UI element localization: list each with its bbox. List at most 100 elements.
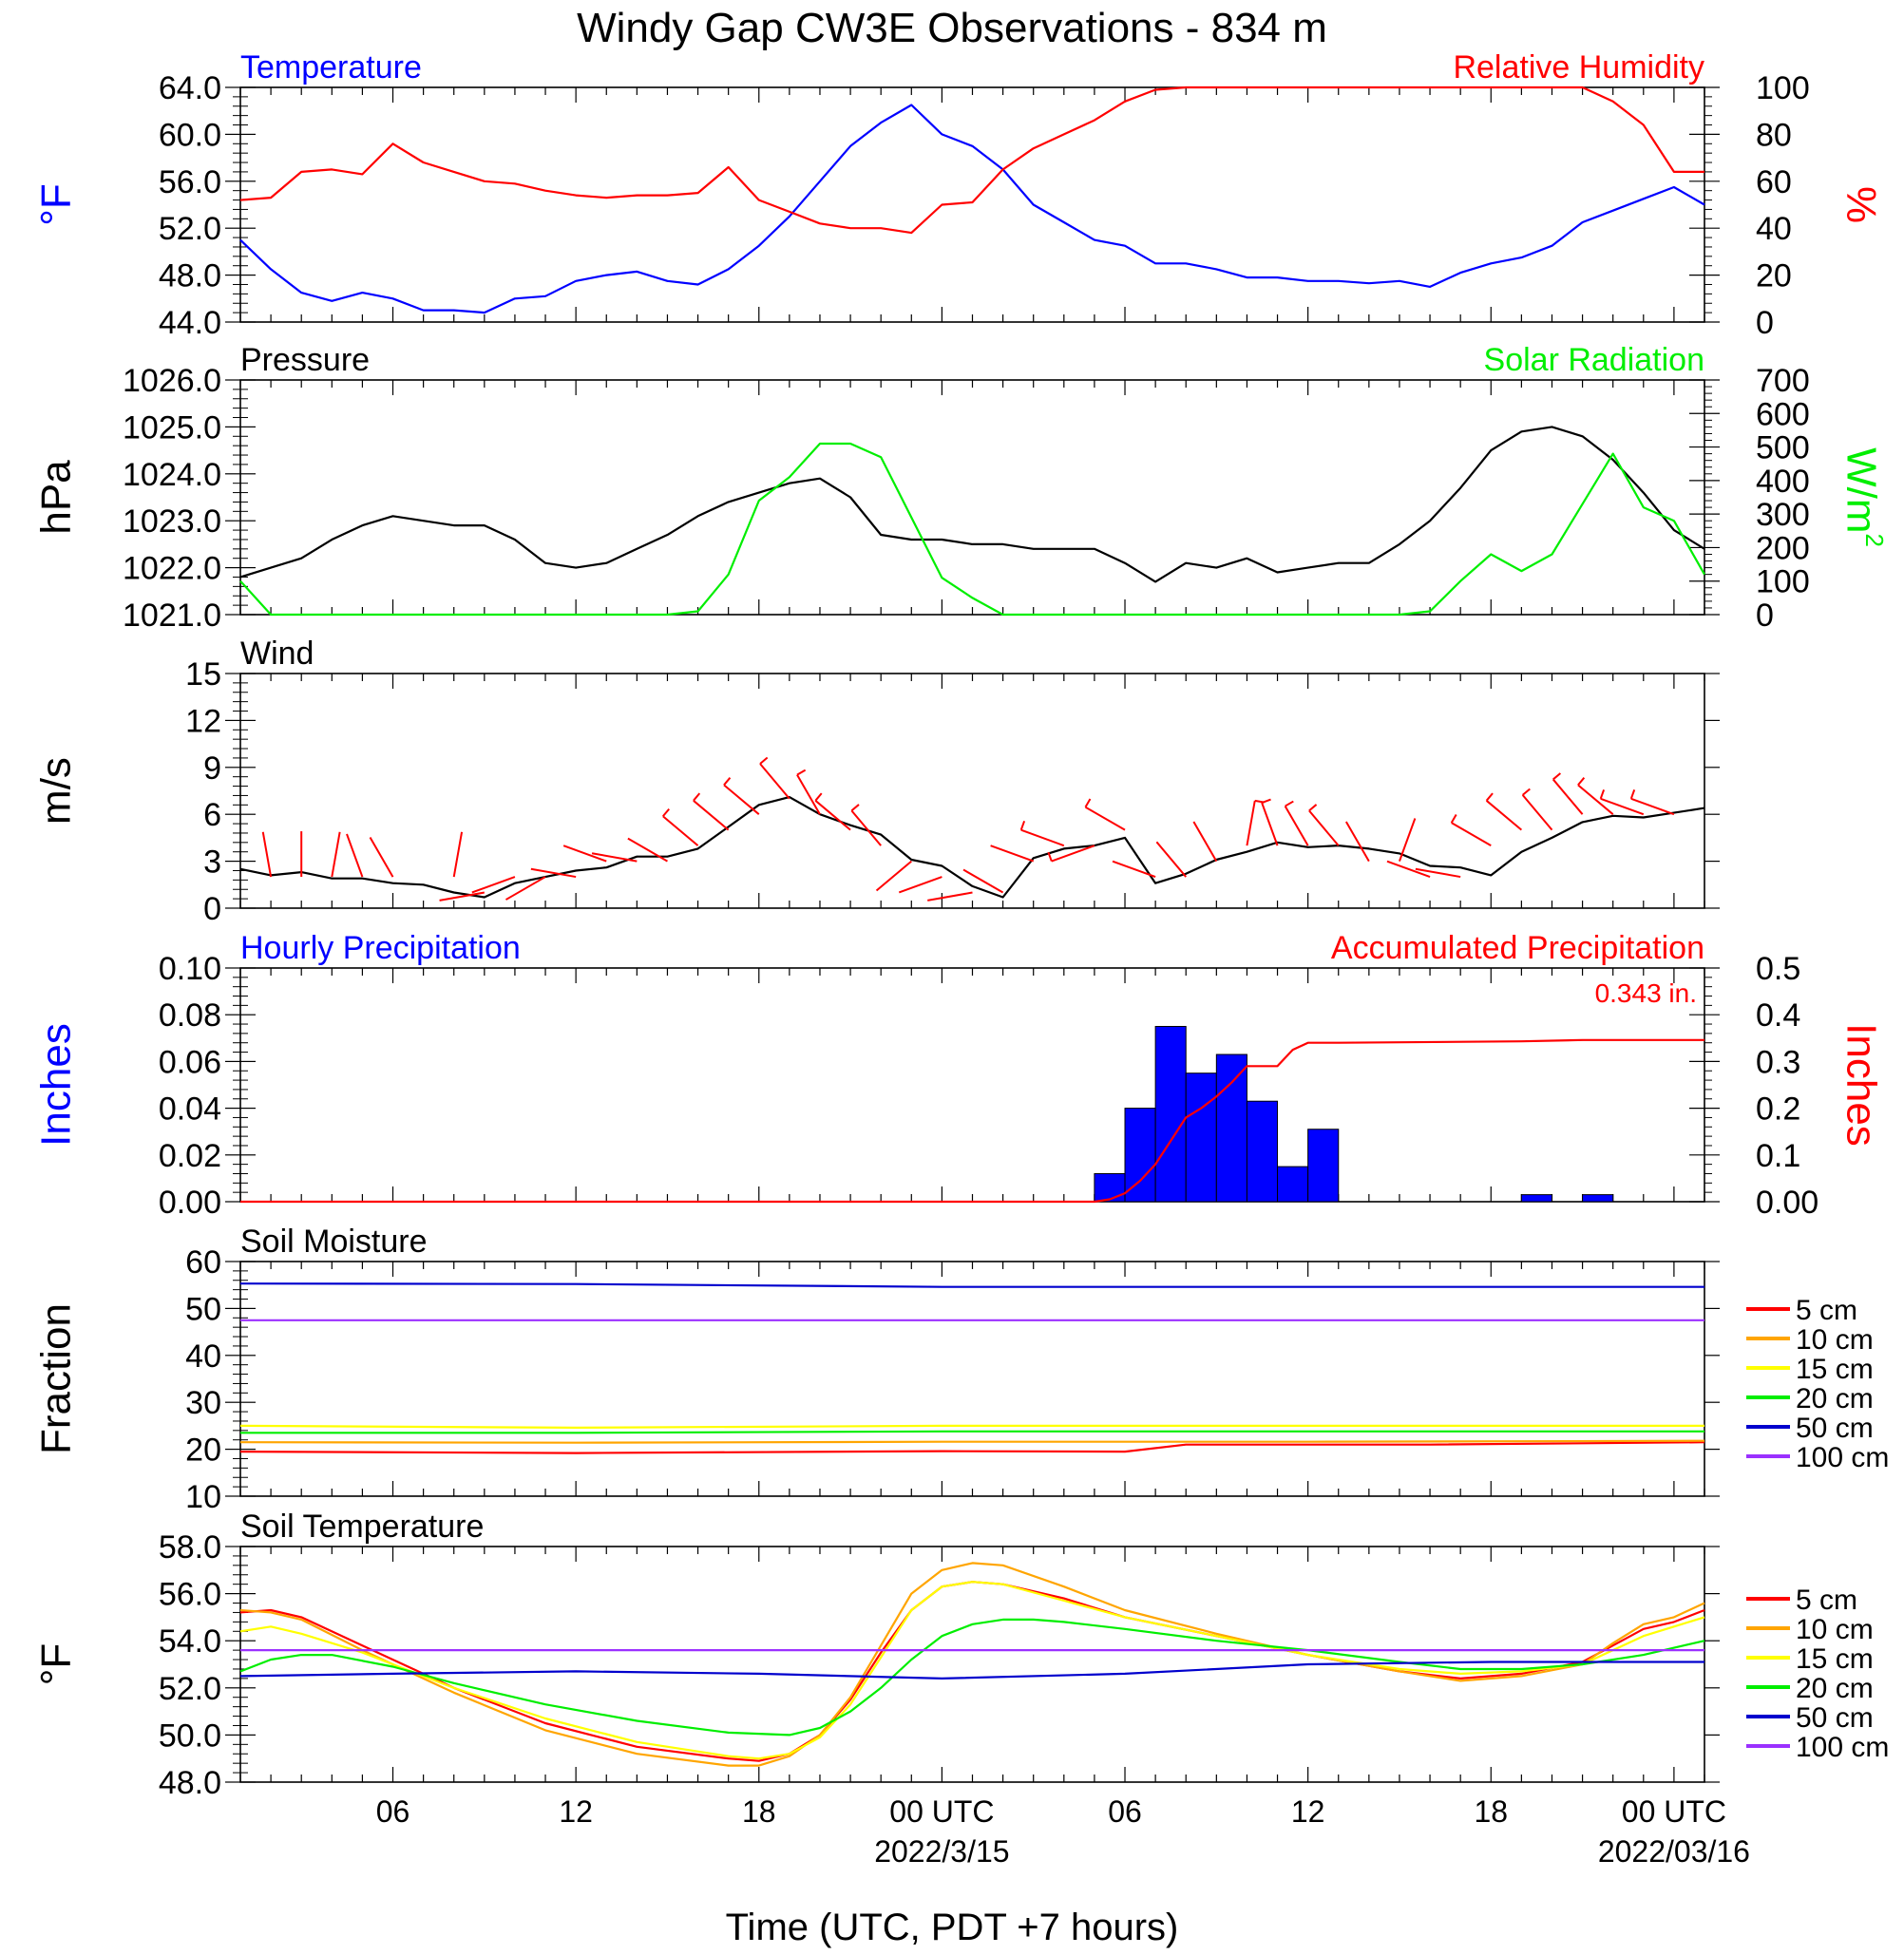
y-tick-label: 54.0 [159, 1623, 221, 1660]
precip-bar [1094, 1172, 1126, 1203]
wind-barb-flag [850, 804, 860, 812]
wind-barb-flag [1285, 800, 1294, 807]
wind-barb [1246, 800, 1256, 846]
figure-title: Windy Gap CW3E Observations - 834 m [577, 5, 1327, 51]
panel-soil_temp: 48.0 50.0 52.0 54.0 56.0 58.0 Soil Temperature… [33, 1509, 1890, 1801]
wind-barb [796, 774, 821, 815]
legend-label: 10 cm [1796, 1324, 1874, 1356]
y-tick-label: 50.0 [159, 1718, 221, 1754]
legend-label: 50 cm [1796, 1413, 1874, 1444]
wind-barb-flag [1599, 789, 1606, 800]
wind-barb [530, 867, 577, 879]
wind-barb-flag [1047, 851, 1053, 862]
wind-barb [875, 860, 912, 892]
wind-barb [1051, 845, 1095, 863]
wind-barb [1630, 797, 1675, 816]
panel-temp_rh: 44.0 48.0 52.0 56.0 60.0 64.0 0 20 40 60 80 100 Temp… [33, 49, 1885, 341]
legend-label: 15 cm [1796, 1643, 1874, 1675]
wind-barb [1577, 784, 1614, 815]
y-axis-label-left: hPa [33, 460, 80, 535]
wind-barb [591, 852, 638, 863]
series-5-cm [239, 1441, 1705, 1454]
wind-barb-flag [759, 756, 769, 765]
panel-title-left: Temperature [240, 49, 422, 85]
series-10-cm [239, 1439, 1705, 1444]
x-tick-label: 06 [1108, 1794, 1142, 1829]
y-tick-label: 56.0 [159, 164, 221, 200]
wind-barb [1485, 800, 1523, 831]
series-wind [239, 795, 1705, 899]
y-right-tick-label: 400 [1756, 464, 1810, 500]
series-solar-radiation [239, 442, 1705, 617]
wind-barb-flag [1261, 798, 1271, 804]
y-axis-label-left: Fraction [33, 1303, 80, 1454]
wind-barb [439, 891, 486, 902]
wind-barb-flag [814, 792, 823, 802]
y-tick-label: 10 [185, 1479, 221, 1515]
wind-barb-flag [1450, 813, 1457, 824]
y-tick-label: 0 [203, 891, 221, 927]
wind-barb [1344, 821, 1370, 863]
series-10-cm [239, 1562, 1705, 1767]
y-tick-label: 40 [185, 1338, 221, 1375]
y-tick-label: 1026.0 [123, 363, 221, 399]
panel-title-right: Solar Radiation [1484, 342, 1704, 378]
wind-barb-flag [1629, 789, 1636, 800]
y-tick-label: 64.0 [159, 70, 221, 106]
wind-barb [1451, 822, 1492, 846]
y-tick-label: 60 [185, 1244, 221, 1281]
y-tick-label: 12 [185, 703, 221, 739]
wind-barb-flag [1577, 777, 1586, 786]
series-pressure [239, 426, 1705, 583]
y-axis-label-right: Inches [1837, 1023, 1884, 1147]
superscript: 2 [1860, 533, 1889, 546]
wind-barb [471, 876, 516, 894]
wind-barb [759, 763, 790, 800]
precip-bar [1277, 1166, 1309, 1203]
panel-pres_solar: 1021.0 1022.0 1023.0 1024.0 1025.0 1026.0 0100… [33, 342, 1890, 634]
legend-label: 50 cm [1796, 1702, 1874, 1734]
legend-label: 15 cm [1796, 1354, 1874, 1385]
y-tick-label: 50 [185, 1291, 221, 1327]
y-tick-label: 1024.0 [123, 457, 221, 493]
wind-barb [990, 845, 1035, 863]
wind-barb [1112, 860, 1156, 879]
y-tick-label: 30 [185, 1385, 221, 1421]
series-15-cm [239, 1424, 1704, 1430]
series-15-cm [239, 1581, 1705, 1760]
y-right-tick-label: 100 [1756, 70, 1810, 106]
wind-barb [1261, 802, 1279, 846]
series-20-cm [239, 1618, 1705, 1737]
precip-bar [1154, 1026, 1187, 1203]
y-tick-label: 60.0 [159, 117, 221, 153]
y-right-tick-label: 300 [1756, 497, 1810, 533]
panel-soil_moisture: 10 20 30 40 50 60 Soil Moisture Fraction 5 cm10 … [33, 1224, 1890, 1515]
y-axis-label-left: m/s [33, 757, 80, 825]
plot-frame [239, 86, 1705, 323]
y-tick-label: 0.00 [159, 1185, 221, 1221]
wind-barb [1399, 818, 1417, 862]
wind-barb [369, 836, 394, 878]
y-tick-label: 56.0 [159, 1577, 221, 1613]
precip-bar [1246, 1100, 1279, 1203]
wind-barb [1192, 821, 1218, 863]
precip-bar [1307, 1129, 1340, 1203]
y-right-tick-label: 0.1 [1756, 1138, 1800, 1174]
wind-barb [927, 891, 973, 902]
wind-barb-flag [1308, 804, 1318, 812]
panel-wind: 0 3 6 9 12 15 Wind m/s [33, 636, 1720, 927]
series-50-cm [239, 1282, 1704, 1288]
panel-title-left: Pressure [240, 342, 370, 378]
x-tick-label: 18 [1474, 1794, 1508, 1829]
wind-barb [1600, 797, 1645, 816]
plot-frame [239, 967, 1705, 1203]
series-50-cm [239, 1661, 1704, 1680]
panel-title-left: Soil Moisture [240, 1224, 428, 1260]
y-tick-label: 52.0 [159, 211, 221, 247]
y-right-tick-label: 40 [1756, 211, 1792, 247]
x-tick-label: 12 [559, 1794, 593, 1829]
y-right-tick-label: 700 [1756, 363, 1810, 399]
wind-barb-flag [693, 792, 701, 802]
y-tick-label: 3 [203, 845, 221, 881]
